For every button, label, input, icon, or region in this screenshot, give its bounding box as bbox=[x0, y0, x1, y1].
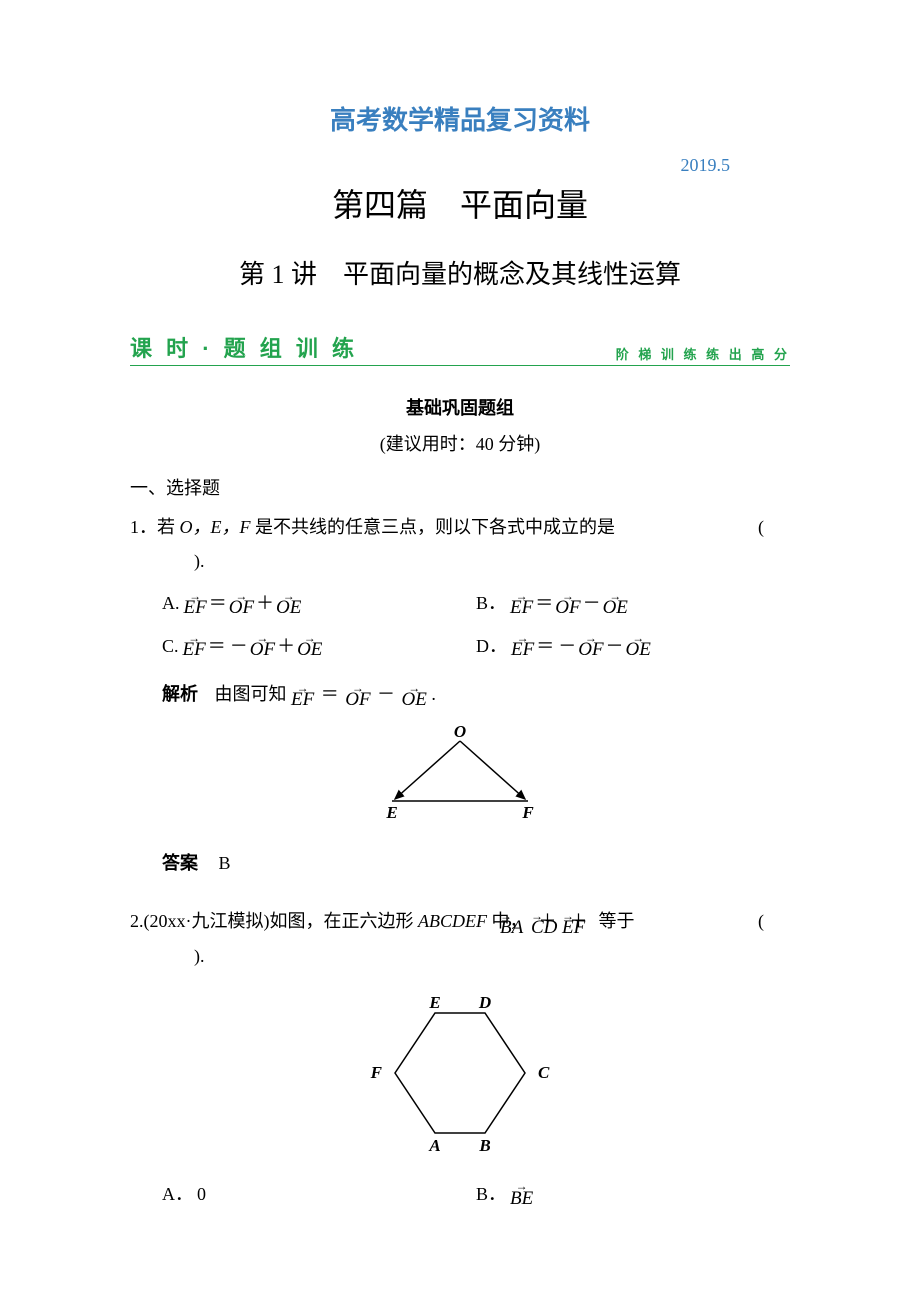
vec-OE: →OE bbox=[402, 682, 427, 709]
optB-label: B． bbox=[476, 1177, 506, 1211]
svg-text:F: F bbox=[370, 1063, 383, 1082]
q1-analysis: 解析 由图可知 →EF ＝ →OF － →OE . bbox=[130, 677, 790, 711]
q1-optD: D． →EF ＝ － →OF － →OE bbox=[476, 629, 790, 663]
header-title: 高考数学精品复习资料 bbox=[130, 100, 790, 137]
q1-stem-suffix: 是不共线的任意三点，则以下各式中成立的是 bbox=[255, 517, 615, 537]
triangle-svg: O E F bbox=[360, 721, 560, 821]
answer-value: B bbox=[219, 853, 231, 873]
vec-OE: →OE bbox=[297, 632, 322, 659]
svg-text:F: F bbox=[521, 803, 534, 821]
svg-text:O: O bbox=[454, 722, 466, 741]
optC-label: C. bbox=[162, 629, 179, 663]
vec-EF: →EF bbox=[510, 590, 533, 617]
svg-text:A: A bbox=[428, 1136, 440, 1155]
vec-OE: →OE bbox=[603, 590, 628, 617]
page: 高考数学精品复习资料 2019.5 第四篇 平面向量 第 1 讲 平面向量的概念… bbox=[0, 0, 920, 1271]
divider-right: 阶 梯 训 练 练 出 高 分 bbox=[616, 344, 790, 363]
close-paren: ). bbox=[162, 946, 205, 966]
q1-answer: 答案 B bbox=[130, 846, 790, 880]
q2-optA: A． 0 bbox=[162, 1177, 476, 1211]
question-2: 2.(20xx·九江模拟)如图，在正六边形 ABCDEF 中， →BA ＋ →C… bbox=[130, 904, 790, 1211]
answer-label: 答案 bbox=[162, 853, 198, 873]
q1-stem: 1．若 O，E，F 是不共线的任意三点，则以下各式中成立的是 ( ). bbox=[130, 510, 790, 578]
optA-label: A． bbox=[162, 1177, 193, 1211]
q1-options-row2: C. →EF ＝ － →OF ＋ →OE D． →EF ＝ － →OF － →O… bbox=[130, 629, 790, 663]
svg-text:E: E bbox=[385, 803, 397, 821]
q1-stem-prefix: 1．若 bbox=[130, 517, 180, 537]
divider-left: 课 时 · 题 组 训 练 bbox=[130, 331, 358, 363]
group-title: 基础巩固题组 bbox=[130, 394, 790, 420]
vec-OF: →OF bbox=[250, 632, 275, 659]
vec-EF: →EF bbox=[184, 590, 207, 617]
optD-label: D． bbox=[476, 629, 507, 663]
section-title: 第 1 讲 平面向量的概念及其线性运算 bbox=[130, 254, 790, 291]
q1-optC: C. →EF ＝ － →OF ＋ →OE bbox=[162, 629, 476, 663]
suggest-time: (建议用时：40 分钟) bbox=[130, 430, 790, 456]
vec-EF: →EF bbox=[183, 632, 206, 659]
svg-text:D: D bbox=[478, 993, 491, 1012]
optB-label: B． bbox=[476, 586, 506, 620]
q2-stem: 2.(20xx·九江模拟)如图，在正六边形 ABCDEF 中， →BA ＋ →C… bbox=[130, 904, 790, 972]
vec-EF: →EF bbox=[291, 682, 314, 709]
vec-OF: →OF bbox=[345, 682, 370, 709]
optA-label: A. bbox=[162, 586, 180, 620]
header-date: 2019.5 bbox=[130, 155, 790, 176]
q2-options-row1: A． 0 B． →BE bbox=[130, 1177, 790, 1211]
q2-hexname: ABCDEF bbox=[418, 911, 487, 931]
q1-options-row1: A. →EF ＝ →OF ＋ →OE B． →EF ＝ →OF － →OE bbox=[130, 586, 790, 620]
vec-EF: →EF bbox=[511, 632, 534, 659]
q2-prefix: 2.(20xx·九江模拟)如图，在正六边形 bbox=[130, 911, 418, 931]
hexagon-svg: E D C B A F bbox=[360, 983, 560, 1158]
svg-text:C: C bbox=[538, 1063, 550, 1082]
svg-text:E: E bbox=[428, 993, 440, 1012]
svg-text:B: B bbox=[478, 1136, 490, 1155]
question-1: 1．若 O，E，F 是不共线的任意三点，则以下各式中成立的是 ( ). A. →… bbox=[130, 510, 790, 880]
q1-points: O，E，F bbox=[180, 517, 256, 537]
vec-BE: →BE bbox=[510, 1180, 533, 1207]
vec-OF: →OF bbox=[555, 590, 580, 617]
vec-OE: →OE bbox=[276, 590, 301, 617]
section-heading: 一、选择题 bbox=[130, 474, 790, 500]
divider-row: 课 时 · 题 组 训 练 阶 梯 训 练 练 出 高 分 bbox=[130, 331, 790, 366]
q1-optB: B． →EF ＝ →OF － →OE bbox=[476, 586, 790, 620]
q2-optB: B． →BE bbox=[476, 1177, 790, 1211]
q1-optA: A. →EF ＝ →OF ＋ →OE bbox=[162, 586, 476, 620]
analysis-suffix: . bbox=[431, 684, 436, 704]
vec-OE: →OE bbox=[626, 632, 651, 659]
close-paren: ). bbox=[162, 551, 205, 571]
q2-hexagon-figure: E D C B A F bbox=[130, 983, 790, 1169]
analysis-label: 解析 bbox=[162, 684, 198, 704]
optA-value: 0 bbox=[197, 1177, 206, 1211]
analysis-prefix: 由图可知 bbox=[215, 684, 287, 704]
vec-OF: →OF bbox=[229, 590, 254, 617]
q2-suffix: 等于 bbox=[598, 911, 634, 931]
vec-OF: →OF bbox=[578, 632, 603, 659]
q1-triangle-figure: O E F bbox=[130, 721, 790, 832]
chapter-title: 第四篇 平面向量 bbox=[130, 180, 790, 226]
